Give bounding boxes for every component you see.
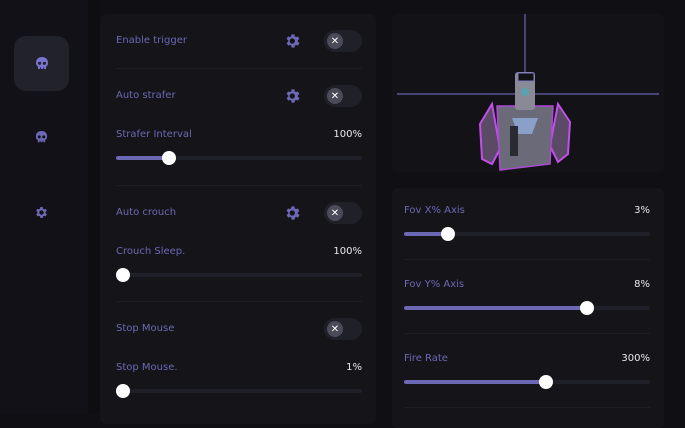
fire-rate-value: 300% — [621, 353, 650, 364]
nav-skull-primary[interactable] — [14, 36, 69, 91]
nav-skull-secondary[interactable] — [14, 110, 69, 165]
crouch-sleep-label: Crouch Sleep. — [116, 246, 186, 257]
crouch-sleep-value: 100% — [333, 246, 362, 257]
auto-crouch-label: Auto crouch — [116, 207, 177, 218]
stop-mouse-slider-label: Stop Mouse. — [116, 362, 178, 373]
fov-y-label: Fov Y% Axis — [404, 279, 465, 290]
stop-mouse-slider-value: 1% — [346, 362, 362, 373]
close-icon: ✕ — [327, 88, 343, 104]
strafer-interval-label: Strafer Interval — [116, 129, 192, 140]
divider — [404, 333, 650, 334]
strafer-interval-value: 100% — [333, 129, 362, 140]
strafer-interval-slider[interactable] — [116, 151, 362, 165]
skull-icon — [35, 130, 48, 143]
slider-thumb[interactable] — [441, 227, 456, 241]
strafer-interval-row: Strafer Interval 100% — [116, 129, 362, 169]
gear-icon — [36, 207, 47, 218]
divider — [116, 185, 362, 186]
nav-settings[interactable] — [14, 185, 69, 240]
stop-mouse-slider-row: Stop Mouse. 1% — [116, 362, 362, 402]
robot-preview — [397, 14, 659, 171]
stop-mouse-label: Stop Mouse — [116, 323, 175, 334]
triggerbot-panel: Enable trigger ✕ Auto strafer ✕ Strafer … — [100, 14, 376, 424]
slider-thumb[interactable] — [538, 375, 553, 389]
fov-x-value: 3% — [634, 205, 650, 216]
enable-trigger-toggle[interactable]: ✕ — [324, 30, 362, 52]
fov-preview-panel — [392, 14, 664, 172]
skull-icon — [35, 56, 48, 69]
enable-trigger-label: Enable trigger — [116, 35, 188, 46]
fire-rate-row: Fire Rate 300% — [404, 353, 650, 393]
fov-y-row: Fov Y% Axis 8% — [404, 279, 650, 319]
auto-crouch-toggle[interactable]: ✕ — [324, 202, 362, 224]
auto-strafer-label: Auto strafer — [116, 90, 176, 101]
divider — [116, 301, 362, 302]
divider — [116, 68, 362, 69]
gear-icon[interactable] — [284, 204, 302, 222]
stop-mouse-slider[interactable] — [116, 384, 362, 398]
sidebar — [0, 0, 88, 413]
robot-model — [478, 72, 572, 171]
fire-rate-slider[interactable] — [404, 375, 650, 389]
slider-thumb[interactable] — [116, 268, 130, 282]
fov-y-slider[interactable] — [404, 301, 650, 315]
slider-thumb[interactable] — [162, 151, 177, 165]
auto-strafer-toggle[interactable]: ✕ — [324, 85, 362, 107]
divider — [404, 407, 650, 408]
slider-thumb[interactable] — [116, 384, 130, 398]
auto-crouch-row: Auto crouch ✕ — [116, 202, 362, 224]
stop-mouse-toggle[interactable]: ✕ — [324, 318, 362, 340]
fov-x-slider[interactable] — [404, 227, 650, 241]
sidebar-divider — [88, 0, 100, 413]
crouch-sleep-slider[interactable] — [116, 268, 362, 282]
fov-x-label: Fov X% Axis — [404, 205, 465, 216]
aim-settings-panel: Fov X% Axis 3% Fov Y% Axis 8% Fire Rate … — [392, 188, 664, 428]
close-icon: ✕ — [327, 205, 343, 221]
close-icon: ✕ — [327, 33, 343, 49]
stop-mouse-row: Stop Mouse ✕ — [116, 318, 362, 340]
slider-thumb[interactable] — [580, 301, 595, 315]
auto-strafer-row: Auto strafer ✕ — [116, 85, 362, 107]
fov-x-row: Fov X% Axis 3% — [404, 205, 650, 245]
close-icon: ✕ — [327, 321, 343, 337]
enable-trigger-row: Enable trigger ✕ — [116, 30, 362, 52]
crouch-sleep-row: Crouch Sleep. 100% — [116, 246, 362, 286]
gear-icon[interactable] — [284, 87, 302, 105]
fov-y-value: 8% — [634, 279, 650, 290]
gear-icon[interactable] — [284, 32, 302, 50]
divider — [404, 259, 650, 260]
fire-rate-label: Fire Rate — [404, 353, 448, 364]
